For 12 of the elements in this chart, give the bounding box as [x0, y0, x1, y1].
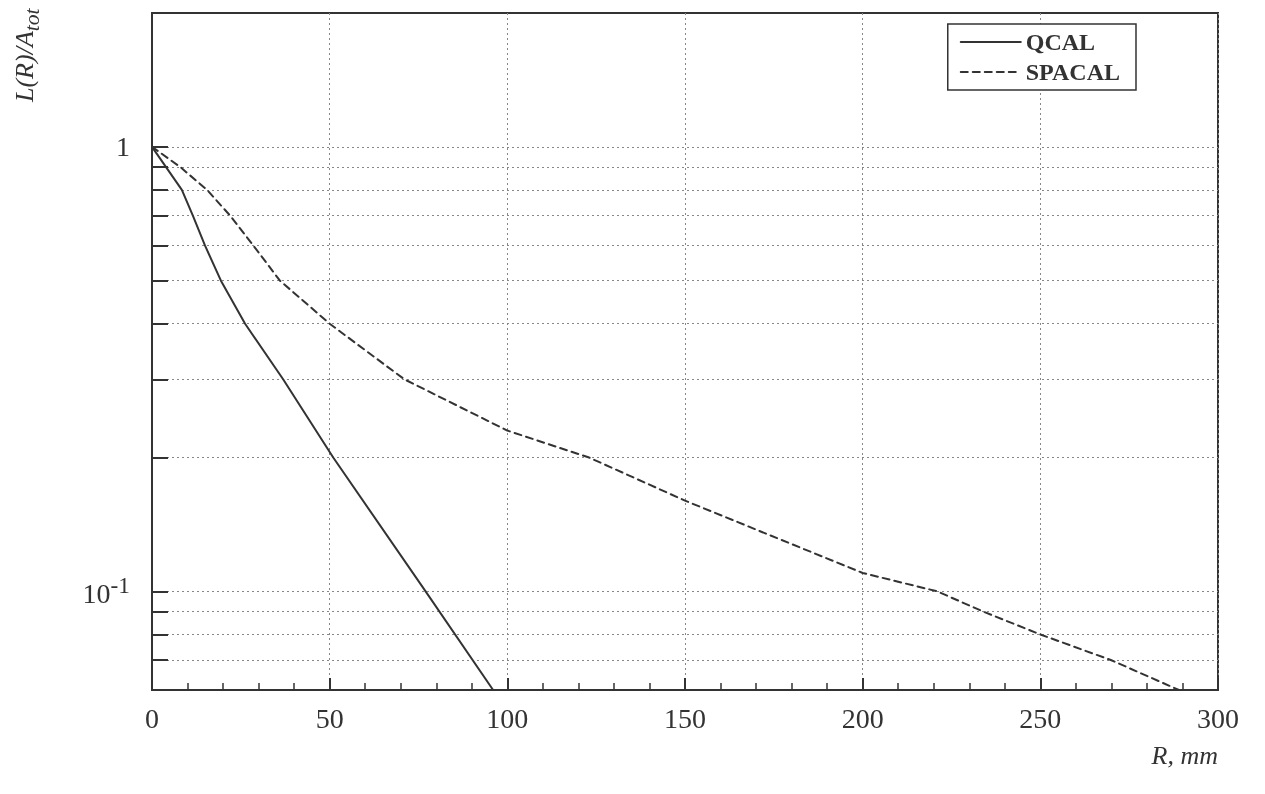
y-tick-label: 10$^{-1}$ — [82, 572, 130, 610]
legend-label: SPACAL — [1025, 59, 1120, 85]
x-tick-label: 0 — [145, 702, 159, 734]
x-tick-label: 50 — [315, 702, 344, 734]
x-axis-title: R, mm — [1150, 740, 1218, 770]
x-tick-label: 250 — [1019, 702, 1062, 734]
x-tick-label: 200 — [841, 702, 884, 734]
x-tick-label: 100 — [486, 702, 529, 734]
x-tick-label: 300 — [1197, 702, 1239, 734]
x-tick-label: 150 — [664, 702, 706, 734]
legend-label: QCAL — [1025, 29, 1096, 55]
y-tick-label: 1 — [116, 130, 130, 162]
